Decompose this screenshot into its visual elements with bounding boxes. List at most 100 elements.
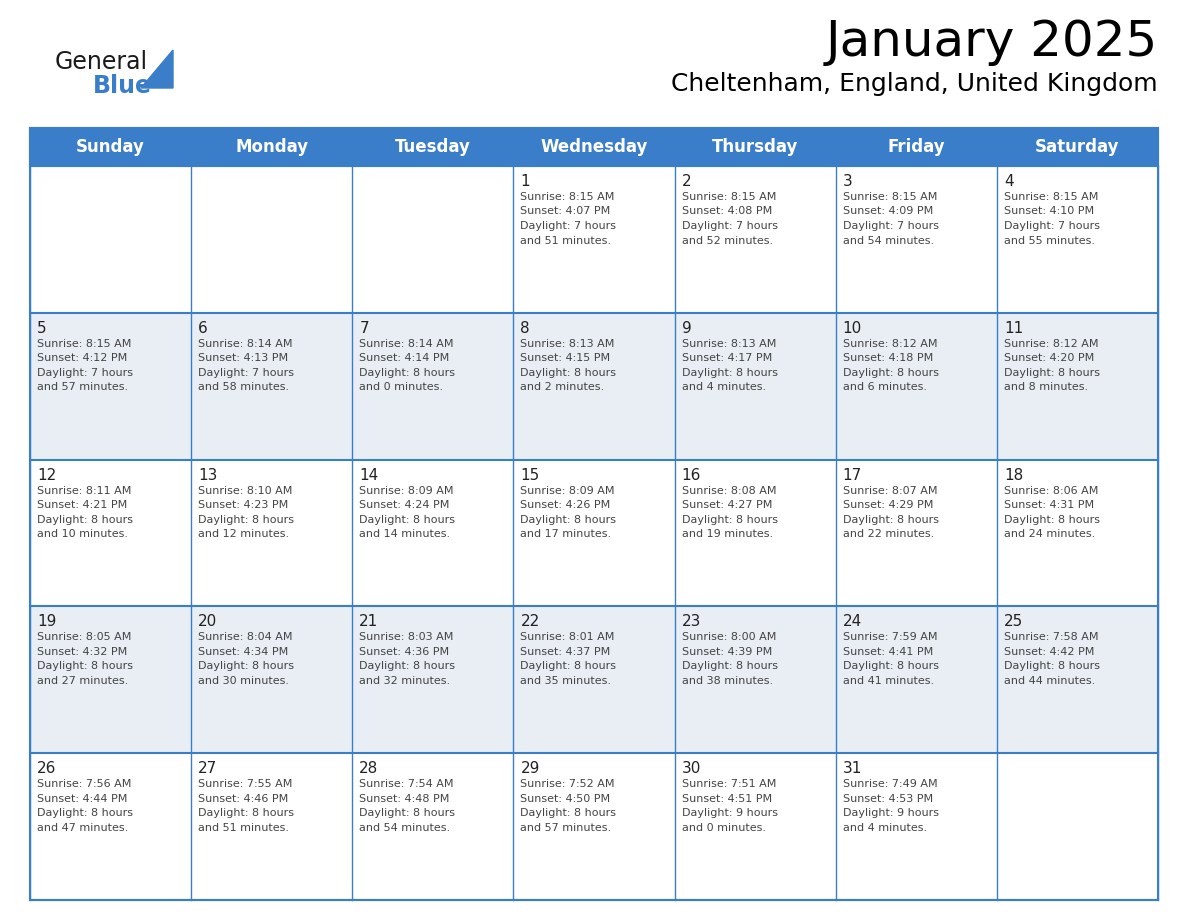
Text: Daylight: 8 hours: Daylight: 8 hours: [37, 515, 133, 524]
Text: Sunrise: 8:15 AM: Sunrise: 8:15 AM: [842, 192, 937, 202]
Bar: [675, 753, 835, 900]
Text: Sunrise: 8:04 AM: Sunrise: 8:04 AM: [198, 633, 292, 643]
Text: and 57 minutes.: and 57 minutes.: [520, 823, 612, 833]
Text: Sunset: 4:15 PM: Sunset: 4:15 PM: [520, 353, 611, 364]
Text: Sunrise: 8:01 AM: Sunrise: 8:01 AM: [520, 633, 615, 643]
Bar: [675, 313, 835, 460]
Text: Sunset: 4:53 PM: Sunset: 4:53 PM: [842, 794, 933, 803]
Text: Daylight: 8 hours: Daylight: 8 hours: [520, 661, 617, 671]
Text: 21: 21: [359, 614, 379, 630]
Text: Daylight: 8 hours: Daylight: 8 hours: [37, 808, 133, 818]
Text: Saturday: Saturday: [1035, 138, 1119, 156]
Text: and 30 minutes.: and 30 minutes.: [198, 676, 289, 686]
Text: and 27 minutes.: and 27 minutes.: [37, 676, 128, 686]
Text: Sunset: 4:14 PM: Sunset: 4:14 PM: [359, 353, 449, 364]
Text: Sunset: 4:50 PM: Sunset: 4:50 PM: [520, 794, 611, 803]
Text: Daylight: 7 hours: Daylight: 7 hours: [682, 221, 778, 231]
Text: Sunset: 4:17 PM: Sunset: 4:17 PM: [682, 353, 772, 364]
Text: Sunrise: 8:10 AM: Sunrise: 8:10 AM: [198, 486, 292, 496]
Text: Daylight: 8 hours: Daylight: 8 hours: [682, 515, 778, 524]
Text: Daylight: 8 hours: Daylight: 8 hours: [520, 515, 617, 524]
Text: January 2025: January 2025: [826, 18, 1158, 66]
Bar: [997, 166, 1158, 313]
Text: Sunday: Sunday: [76, 138, 145, 156]
Text: and 19 minutes.: and 19 minutes.: [682, 529, 772, 539]
Bar: [30, 128, 1158, 166]
Text: 5: 5: [37, 320, 46, 336]
Text: 10: 10: [842, 320, 862, 336]
Bar: [675, 460, 835, 607]
Text: 22: 22: [520, 614, 539, 630]
Text: and 51 minutes.: and 51 minutes.: [520, 236, 612, 245]
Text: 26: 26: [37, 761, 56, 777]
Text: 8: 8: [520, 320, 530, 336]
Bar: [30, 128, 1158, 900]
Text: Sunset: 4:44 PM: Sunset: 4:44 PM: [37, 794, 127, 803]
Bar: [835, 460, 997, 607]
Text: 28: 28: [359, 761, 379, 777]
Bar: [835, 607, 997, 753]
Text: Sunset: 4:09 PM: Sunset: 4:09 PM: [842, 207, 933, 217]
Bar: [191, 166, 353, 313]
Bar: [353, 460, 513, 607]
Bar: [513, 128, 675, 166]
Text: Sunrise: 7:52 AM: Sunrise: 7:52 AM: [520, 779, 615, 789]
Bar: [835, 313, 997, 460]
Bar: [30, 166, 191, 313]
Text: Sunset: 4:13 PM: Sunset: 4:13 PM: [198, 353, 289, 364]
Text: and 12 minutes.: and 12 minutes.: [198, 529, 289, 539]
Text: Daylight: 8 hours: Daylight: 8 hours: [842, 515, 939, 524]
Text: Daylight: 9 hours: Daylight: 9 hours: [842, 808, 939, 818]
Text: and 51 minutes.: and 51 minutes.: [198, 823, 289, 833]
Text: Daylight: 8 hours: Daylight: 8 hours: [1004, 515, 1100, 524]
Text: Sunrise: 8:14 AM: Sunrise: 8:14 AM: [359, 339, 454, 349]
Text: and 0 minutes.: and 0 minutes.: [682, 823, 765, 833]
Text: Daylight: 8 hours: Daylight: 8 hours: [198, 808, 295, 818]
Text: Wednesday: Wednesday: [541, 138, 647, 156]
Text: Sunrise: 8:12 AM: Sunrise: 8:12 AM: [842, 339, 937, 349]
Text: Sunset: 4:12 PM: Sunset: 4:12 PM: [37, 353, 127, 364]
Text: Sunset: 4:07 PM: Sunset: 4:07 PM: [520, 207, 611, 217]
Text: Sunrise: 8:11 AM: Sunrise: 8:11 AM: [37, 486, 132, 496]
Text: Sunset: 4:36 PM: Sunset: 4:36 PM: [359, 647, 449, 657]
Text: and 57 minutes.: and 57 minutes.: [37, 382, 128, 392]
Text: 12: 12: [37, 467, 56, 483]
Text: Sunset: 4:23 PM: Sunset: 4:23 PM: [198, 500, 289, 510]
Text: Sunrise: 8:15 AM: Sunrise: 8:15 AM: [682, 192, 776, 202]
Bar: [513, 607, 675, 753]
Text: 27: 27: [198, 761, 217, 777]
Text: General: General: [55, 50, 148, 74]
Text: 25: 25: [1004, 614, 1023, 630]
Bar: [513, 166, 675, 313]
Bar: [835, 753, 997, 900]
Text: and 47 minutes.: and 47 minutes.: [37, 823, 128, 833]
Text: Sunrise: 7:59 AM: Sunrise: 7:59 AM: [842, 633, 937, 643]
Text: Sunset: 4:08 PM: Sunset: 4:08 PM: [682, 207, 772, 217]
Text: Sunset: 4:32 PM: Sunset: 4:32 PM: [37, 647, 127, 657]
Text: 4: 4: [1004, 174, 1013, 189]
Text: Sunrise: 8:13 AM: Sunrise: 8:13 AM: [682, 339, 776, 349]
Text: 20: 20: [198, 614, 217, 630]
Text: 2: 2: [682, 174, 691, 189]
Text: Sunrise: 7:58 AM: Sunrise: 7:58 AM: [1004, 633, 1099, 643]
Text: and 8 minutes.: and 8 minutes.: [1004, 382, 1088, 392]
Bar: [513, 460, 675, 607]
Bar: [835, 166, 997, 313]
Text: Thursday: Thursday: [712, 138, 798, 156]
Text: Daylight: 7 hours: Daylight: 7 hours: [37, 368, 133, 378]
Text: Daylight: 8 hours: Daylight: 8 hours: [359, 368, 455, 378]
Text: Sunset: 4:27 PM: Sunset: 4:27 PM: [682, 500, 772, 510]
Text: 1: 1: [520, 174, 530, 189]
Text: Sunrise: 8:15 AM: Sunrise: 8:15 AM: [520, 192, 615, 202]
Text: Daylight: 8 hours: Daylight: 8 hours: [198, 515, 295, 524]
Text: Daylight: 8 hours: Daylight: 8 hours: [682, 661, 778, 671]
Text: 7: 7: [359, 320, 369, 336]
Text: Sunrise: 8:15 AM: Sunrise: 8:15 AM: [37, 339, 132, 349]
Text: Daylight: 7 hours: Daylight: 7 hours: [520, 221, 617, 231]
Text: Friday: Friday: [887, 138, 946, 156]
Bar: [997, 128, 1158, 166]
Text: Tuesday: Tuesday: [394, 138, 470, 156]
Text: and 14 minutes.: and 14 minutes.: [359, 529, 450, 539]
Text: 18: 18: [1004, 467, 1023, 483]
Text: 16: 16: [682, 467, 701, 483]
